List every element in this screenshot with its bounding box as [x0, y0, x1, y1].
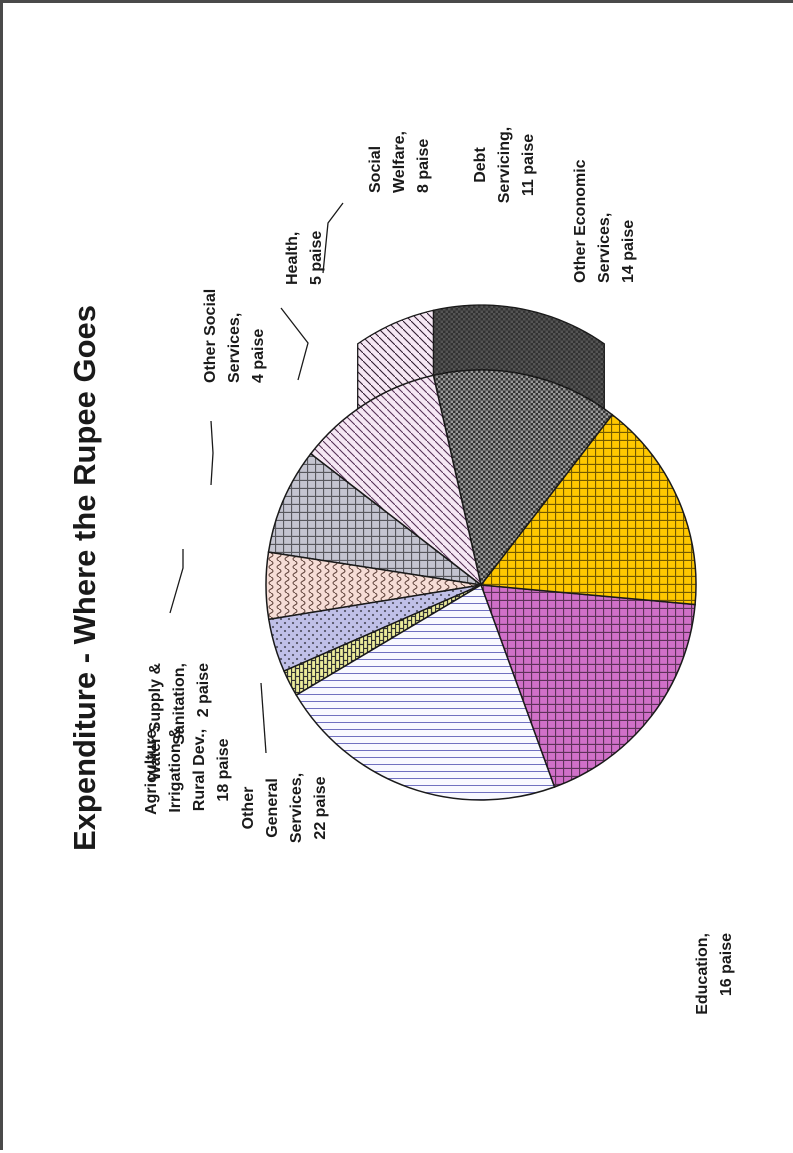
- slice-label-line: 8 paise: [415, 139, 432, 193]
- pie-slice: [309, 374, 483, 587]
- slice-label: Education, 16 paise: [694, 933, 735, 1015]
- slice-label-line: Services,: [596, 213, 613, 283]
- slice-label-line: Sanitation,: [171, 663, 188, 745]
- slice-label-line: Irrigation &: [167, 727, 184, 813]
- slice-label-line: 11 paise: [520, 134, 537, 196]
- slice-label-line: Other: [240, 787, 257, 830]
- slice-label-line: Agriculture,: [143, 725, 160, 815]
- pie-slices: [265, 369, 697, 801]
- slice-labels: Agriculture, Irrigation & Rural Dev., 18 pa…: [143, 127, 735, 1015]
- pie-slice: [479, 584, 696, 788]
- slice-label-line: Health,: [284, 232, 301, 285]
- slice-label: Health, 5 paise: [284, 231, 325, 285]
- slice-label-line: Welfare,: [391, 131, 408, 193]
- slice-label-line: Services,: [226, 313, 243, 383]
- slice-label-line: Other Social: [202, 289, 219, 383]
- slice-label-line: Services,: [288, 773, 305, 843]
- pie-chart: Agriculture, Irrigation & Rural Dev., 18 pa…: [67, 127, 735, 1015]
- pie-slice: [295, 583, 556, 801]
- slice-label: Other Social Services, 4 paise: [202, 289, 267, 383]
- slice-label: Social Welfare, 8 paise: [367, 131, 432, 193]
- leader-line: [210, 420, 214, 486]
- pie-slice: [432, 369, 614, 587]
- slice-label-line: Rural Dev.,: [191, 729, 208, 811]
- slice-label: Other Economic Services, 14 paise: [572, 159, 637, 283]
- slice-label-line: Other Economic: [572, 159, 589, 283]
- slice-label-line: Water Supply &: [147, 663, 164, 781]
- slice-label-line: Education,: [694, 933, 711, 1015]
- leader-lines: [169, 202, 344, 754]
- slice-label-line: 18 paise: [215, 738, 232, 801]
- pie-slice: [479, 413, 697, 606]
- slice-label: Debt Servicing, 11 paise: [472, 127, 537, 203]
- leader-line: [169, 549, 184, 614]
- chart-title: Expenditure - Where the Rupee Goes: [67, 305, 102, 851]
- pie-slice: [267, 452, 482, 586]
- slice-label-line: Servicing,: [496, 127, 513, 203]
- slice-label-line: 5 paise: [308, 231, 325, 285]
- pie-depth: [357, 304, 605, 411]
- leader-line: [280, 307, 309, 381]
- leader-line: [322, 202, 344, 274]
- slice-label: Agriculture, Irrigation & Rural Dev., 18 pa…: [143, 725, 232, 815]
- slice-label: Other General Services, 22 paise: [240, 773, 329, 843]
- slice-label-line: Debt: [472, 147, 489, 183]
- slice-label: Water Supply & Sanitation, 2 paise: [147, 663, 212, 781]
- slice-label-line: General: [264, 778, 281, 838]
- slice-label-line: 4 paise: [250, 329, 267, 383]
- slice-label-line: 22 paise: [312, 776, 329, 839]
- slice-label-line: 16 paise: [718, 933, 735, 996]
- slice-label-line: Social: [367, 146, 384, 193]
- slice-label-line: 2 paise: [195, 663, 212, 717]
- leader-line: [260, 682, 267, 754]
- slice-label-line: 14 paise: [620, 220, 637, 283]
